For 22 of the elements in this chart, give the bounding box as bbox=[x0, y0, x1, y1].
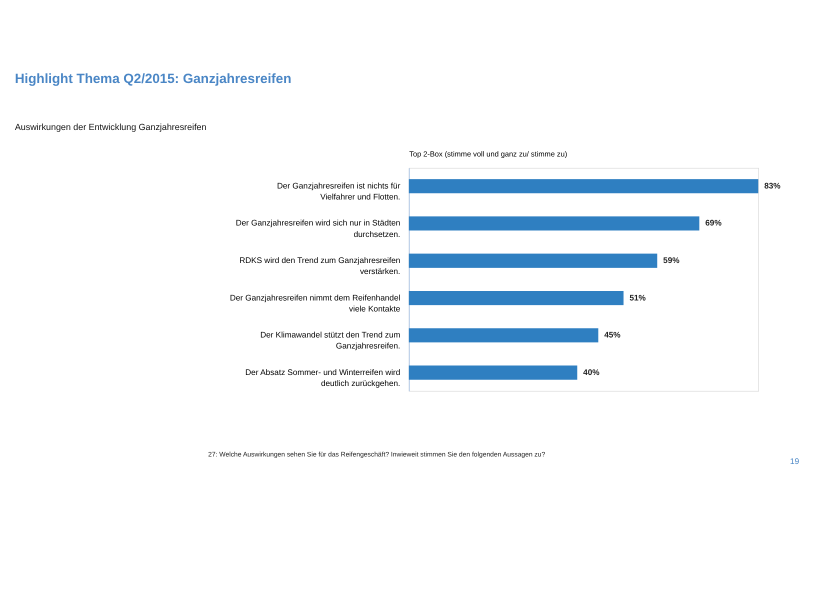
data-label: 83% bbox=[764, 181, 782, 190]
bar bbox=[408, 328, 598, 342]
y-tick-label: Der Ganzjahresreifen nimmt dem Reifenhandel viele Kontakte bbox=[230, 293, 401, 314]
y-tick-label: RDKS wird den Trend zum Ganzjahresreifen verstärken. bbox=[239, 256, 400, 276]
y-tick-label: Der Klimawandel stützt den Trend zum Ganzjahresreifen. bbox=[260, 330, 401, 351]
bar bbox=[408, 254, 658, 268]
x-axis-title: Top 2-Box (stimme voll und ganz zu/ stimme zu) bbox=[409, 149, 568, 158]
y-tick-label: Der Ganzjahresreifen wird sich nur in Städten durchsetzen. bbox=[236, 218, 400, 239]
data-label: 51% bbox=[629, 293, 647, 302]
text: Highlight Thema Q2/2015: Ganzjahresreifen bbox=[14, 71, 292, 86]
data-label: 59% bbox=[663, 256, 680, 265]
data-label: 69% bbox=[705, 218, 722, 228]
data-label: 45% bbox=[604, 330, 622, 340]
text: Auswirkungen der Entwicklung Ganzjahresreifen bbox=[14, 122, 206, 132]
bar bbox=[408, 290, 624, 306]
bar bbox=[408, 216, 700, 231]
data-label: 40% bbox=[583, 368, 600, 377]
y-tick-label: Der Absatz Sommer- und Winterreifen wird deutlich zurückgehen. bbox=[245, 368, 401, 388]
bar bbox=[408, 179, 758, 194]
bar bbox=[408, 366, 578, 380]
y-tick-label: Der Ganzjahresreifen ist nichts für Vielfahrer und Flotten. bbox=[276, 181, 401, 202]
text: 19 bbox=[790, 456, 800, 466]
